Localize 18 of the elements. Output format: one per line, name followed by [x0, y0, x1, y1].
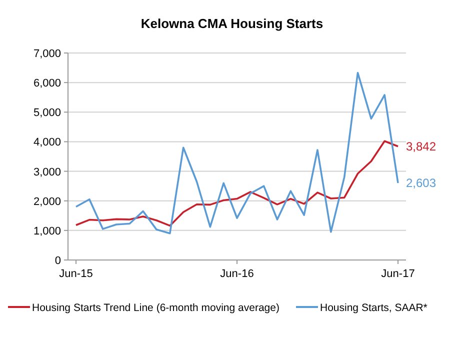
line-series [75, 72, 399, 234]
y-tick-label: 0 [54, 255, 61, 267]
line-series [75, 140, 399, 227]
y-tick-label: 2,000 [33, 196, 61, 208]
data-label: 2,603 [406, 176, 436, 190]
y-tick-label: 6,000 [33, 78, 61, 90]
y-tick-label: 4,000 [33, 136, 61, 149]
chart-title: Kelowna CMA Housing Starts [140, 16, 324, 31]
y-tick-label: 7,000 [33, 48, 61, 60]
y-tick-label: 5,000 [33, 107, 61, 120]
x-tick-label: Jun-17 [381, 268, 415, 280]
data-label: 3,842 [406, 139, 436, 154]
y-tick-label: 1,000 [33, 225, 61, 238]
y-tick-label: 3,000 [33, 166, 61, 178]
x-tick-label: Jun-16 [220, 268, 254, 280]
x-tick-label: Jun-15 [59, 268, 93, 280]
legend-label: Housing Starts, SAAR* [320, 302, 428, 314]
legend-label: Housing Starts Trend Line (6-month moving average) [32, 302, 280, 314]
